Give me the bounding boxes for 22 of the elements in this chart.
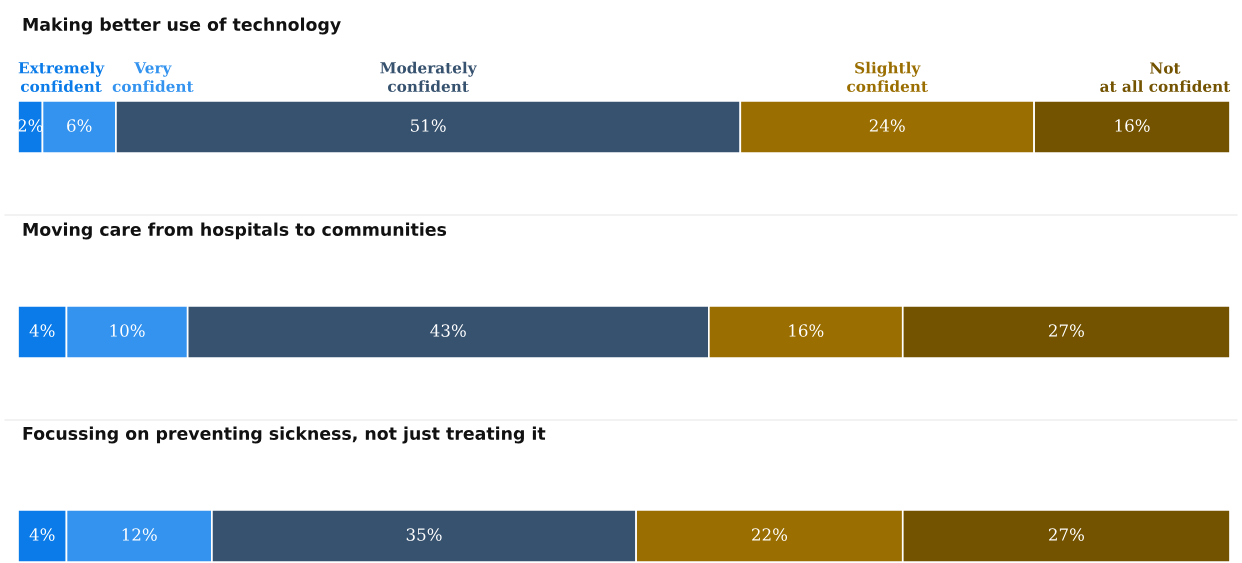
data-label: 4% bbox=[29, 324, 55, 337]
chart-title: Focussing on preventing sickness, not just treating it bbox=[23, 426, 546, 444]
series-label: Moderately confident bbox=[380, 61, 477, 93]
series-label: Extremely confident bbox=[18, 61, 105, 93]
data-label: 6% bbox=[67, 119, 92, 132]
data-label: 16% bbox=[789, 324, 824, 337]
data-label: 12% bbox=[122, 528, 157, 541]
data-label: 24% bbox=[869, 119, 905, 132]
series-label: Slightly confident bbox=[847, 61, 928, 93]
series-label: Not at all confident bbox=[1100, 62, 1231, 93]
data-label: 10% bbox=[110, 324, 145, 337]
data-label: 35% bbox=[406, 528, 442, 541]
data-label: 27% bbox=[1048, 528, 1084, 541]
data-label: 16% bbox=[1115, 119, 1150, 132]
data-label: 4% bbox=[29, 528, 55, 541]
chart-title: Making better use of technology bbox=[23, 17, 341, 35]
chart-title: Moving care from hospitals to communities bbox=[23, 222, 447, 240]
data-label: 27% bbox=[1048, 324, 1084, 337]
series-label: Very confident bbox=[112, 62, 194, 93]
data-label: 51% bbox=[411, 119, 446, 132]
data-label: 43% bbox=[430, 324, 466, 337]
data-label: 22% bbox=[752, 528, 788, 541]
